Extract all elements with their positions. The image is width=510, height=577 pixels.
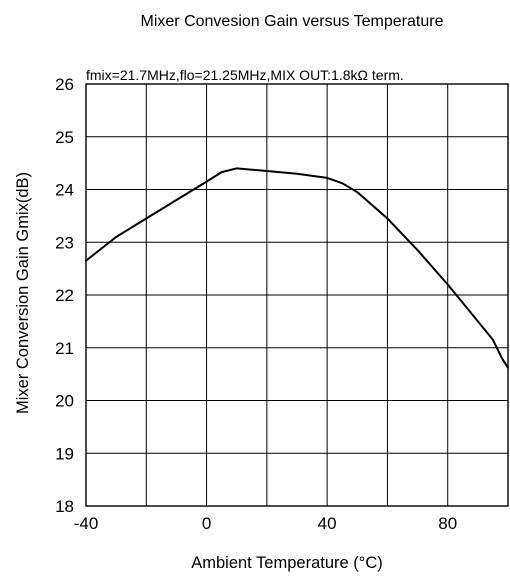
x-axis-ticks: -40 0 40 80	[74, 514, 457, 533]
y-tick-label: 26	[55, 75, 74, 94]
x-axis-label: Ambient Temperature (°C)	[191, 554, 383, 572]
y-tick-label: 19	[55, 444, 74, 463]
x-tick-label: 40	[318, 514, 337, 533]
gain-curve	[85, 167, 509, 369]
x-tick-label: 0	[202, 514, 211, 533]
y-tick-label: 18	[55, 497, 74, 516]
gridlines	[85, 83, 509, 507]
x-tick-label: -40	[74, 514, 99, 533]
y-axis-label: Mixer Conversion Gain Gmix(dB)	[14, 172, 32, 414]
y-axis-ticks: 18 19 20 21 22 23 24 25 26	[55, 75, 74, 516]
y-tick-label: 23	[55, 233, 74, 252]
plot-frame	[85, 83, 509, 507]
y-tick-label: 20	[55, 392, 74, 411]
chart-title: Mixer Convesion Gain versus Temperature	[141, 13, 444, 30]
y-tick-label: 22	[55, 286, 74, 305]
y-tick-label: 21	[55, 339, 74, 358]
y-tick-label: 25	[55, 128, 74, 147]
x-tick-label: 80	[438, 514, 457, 533]
y-tick-label: 24	[55, 181, 74, 200]
test-conditions-annotation: fmix=21.7MHz,flo=21.25MHz,MIX OUT:1.8kΩ …	[86, 67, 404, 83]
